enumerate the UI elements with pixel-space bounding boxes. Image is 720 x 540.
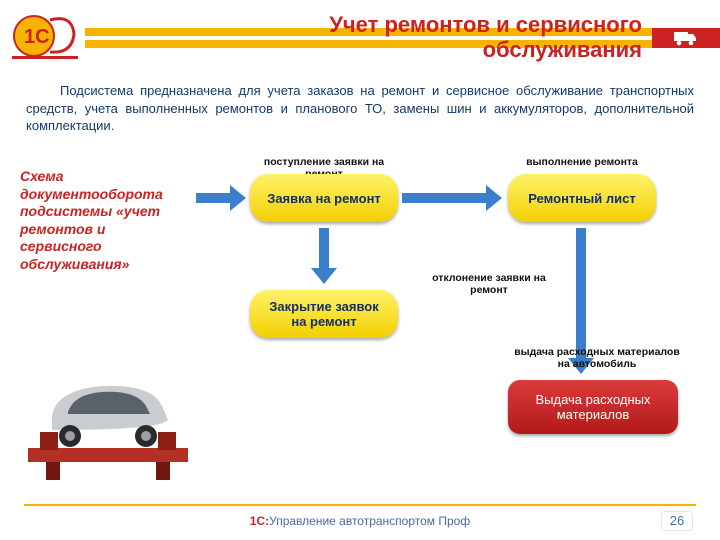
- caption-c2: выполнение ремонта: [508, 156, 656, 168]
- schema-label: Схема документооборота подсистемы «учет …: [20, 168, 190, 273]
- caption-c3: отклонение заявки на ремонт: [424, 272, 554, 296]
- truck-icon: [674, 30, 698, 46]
- caption-c4: выдача расходных материалов на автомобил…: [508, 346, 686, 370]
- arrow-n1-n3: [311, 228, 337, 284]
- node-repair-sheet: Ремонтный лист: [508, 174, 656, 222]
- car-illustration: [18, 366, 198, 486]
- node-close-requests: Закрытие заявок на ремонт: [250, 290, 398, 338]
- node-issue-materials: Выдача расходных материалов: [508, 380, 678, 434]
- intro-text: Подсистема предназначена для учета заказ…: [26, 82, 694, 135]
- page-title: Учет ремонтов и сервисного обслуживания: [202, 12, 642, 63]
- footer-brand: 1С:Управление автотранспортом Проф: [0, 514, 720, 528]
- svg-text:1C: 1C: [24, 26, 50, 48]
- footer-product: Управление автотранспортом Проф: [269, 514, 470, 528]
- flowchart: поступление заявки на ремонт выполнение …: [188, 150, 708, 490]
- node-request: Заявка на ремонт: [250, 174, 398, 222]
- 1c-logo: 1C: [12, 6, 78, 66]
- header-accent: [652, 28, 720, 48]
- slide: 1C Учет ремонтов и сервисного обслуживан…: [0, 0, 720, 540]
- page-number: 26: [662, 512, 692, 530]
- arrow-in-n1: [196, 185, 246, 211]
- arrow-n1-n2: [402, 185, 502, 211]
- footer-rule: [24, 504, 696, 506]
- footer-1c: 1С:: [250, 514, 269, 528]
